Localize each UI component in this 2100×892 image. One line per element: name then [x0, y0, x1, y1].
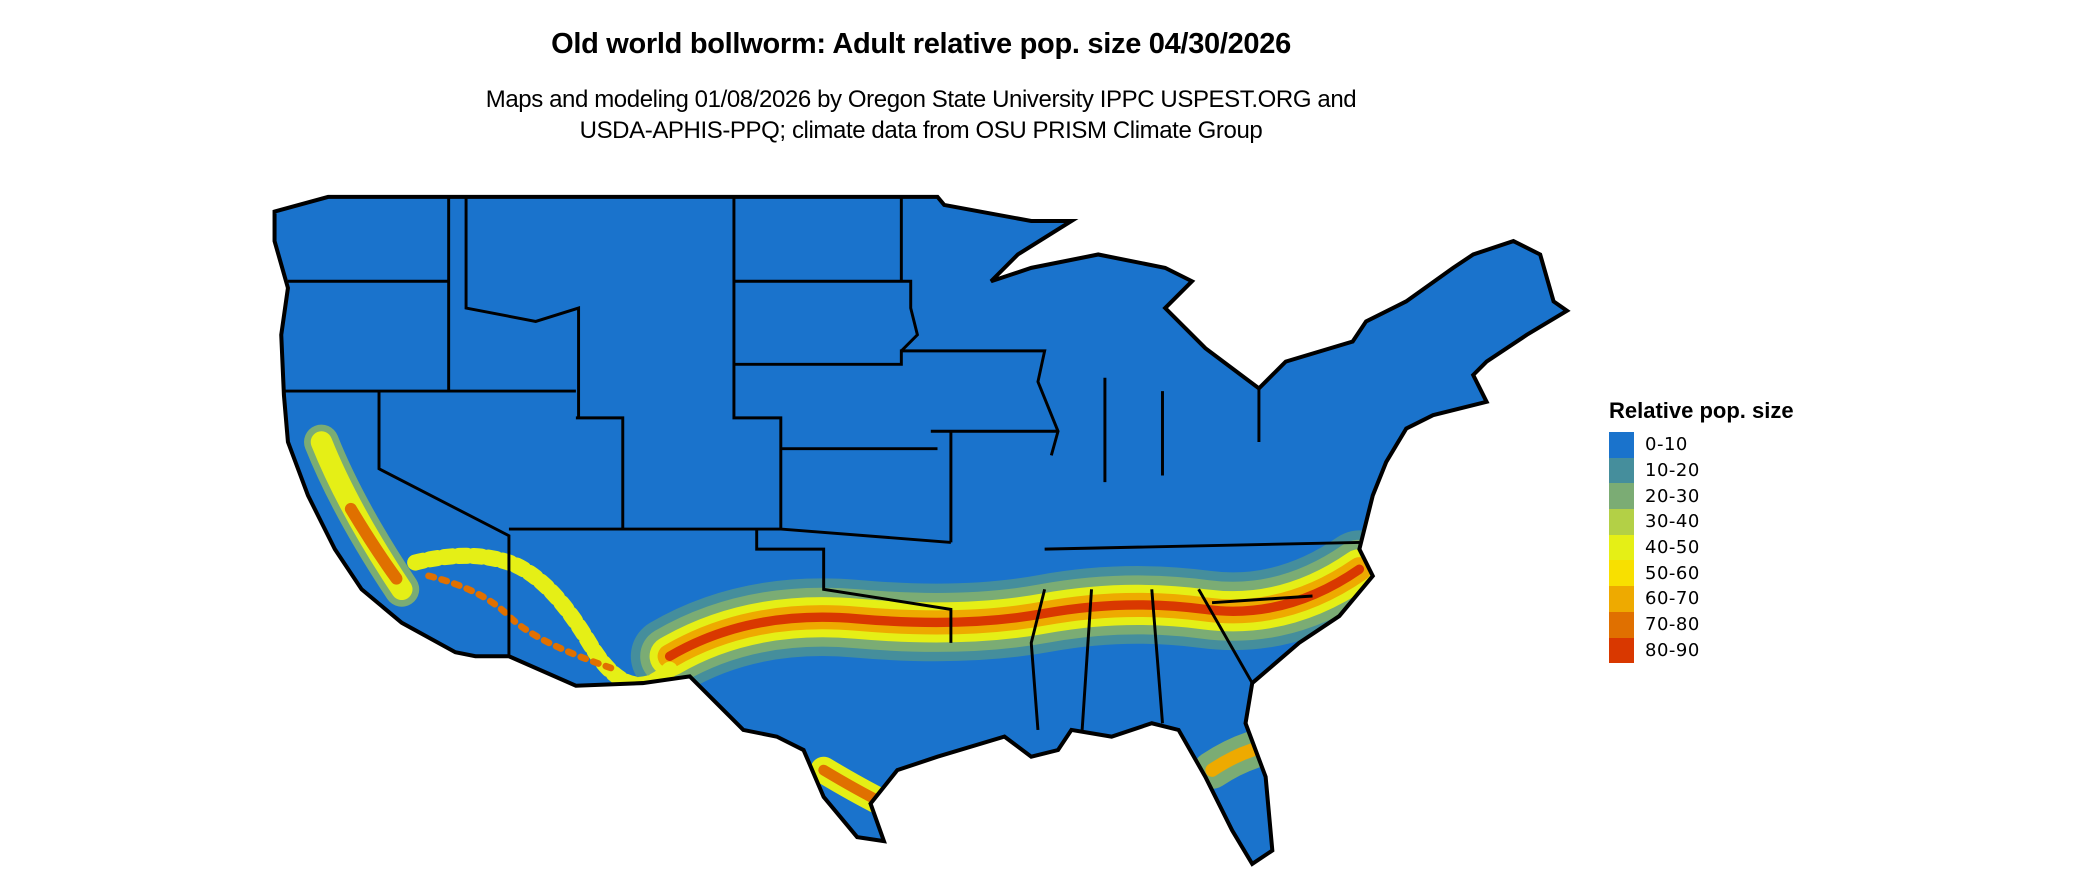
legend-label: 50-60 [1645, 562, 1700, 584]
legend-swatch [1609, 560, 1634, 587]
legend-label: 10-20 [1645, 460, 1700, 482]
legend-items: 0-10 10-20 20-30 30-40 40-50 50-60 60-70 70-80 8… [1609, 432, 1794, 664]
legend-swatch [1609, 483, 1634, 510]
legend-item: 80-90 [1609, 637, 1794, 664]
legend-label: 80-90 [1645, 639, 1700, 661]
legend: Relative pop. size 0-10 10-20 20-30 30-40 40… [1609, 398, 1794, 664]
legend-item: 50-60 [1609, 560, 1794, 587]
legend-label: 20-30 [1645, 485, 1700, 507]
map-title: Old world bollworm: Adult relative pop. … [551, 28, 1291, 60]
legend-swatch [1609, 586, 1634, 612]
us-land [274, 196, 1567, 864]
legend-swatch [1609, 432, 1634, 458]
state-borders [272, 194, 1571, 867]
legend-item: 60-70 [1609, 586, 1794, 612]
legend-title: Relative pop. size [1609, 398, 1794, 423]
legend-item: 0-10 [1609, 432, 1794, 458]
legend-swatch [1609, 534, 1634, 561]
legend-swatch [1609, 457, 1634, 484]
legend-swatch [1609, 637, 1634, 664]
legend-label: 40-50 [1645, 537, 1700, 559]
legend-label: 60-70 [1645, 588, 1700, 610]
legend-label: 70-80 [1645, 614, 1700, 636]
legend-swatch [1609, 611, 1634, 638]
legend-swatch [1609, 509, 1634, 535]
subtitle-line-1: Maps and modeling 01/08/2026 by Oregon S… [485, 86, 1357, 113]
legend-item: 70-80 [1609, 611, 1794, 638]
legend-item: 10-20 [1609, 457, 1794, 484]
legend-item: 30-40 [1609, 509, 1794, 535]
legend-label: 0-10 [1645, 434, 1688, 456]
legend-item: 20-30 [1609, 483, 1794, 510]
legend-item: 40-50 [1609, 534, 1794, 561]
legend-label: 30-40 [1645, 511, 1700, 533]
subtitle-line-2: USDA-APHIS-PPQ; climate data from OSU PR… [579, 117, 1263, 144]
